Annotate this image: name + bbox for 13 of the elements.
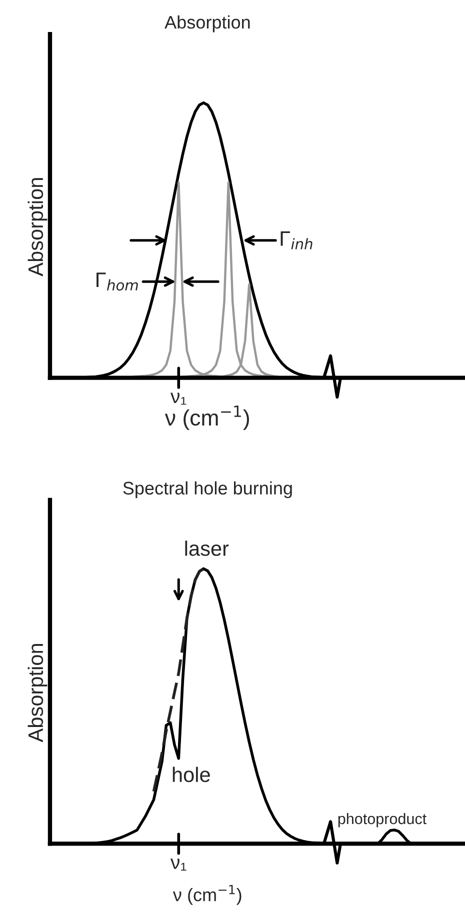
text: ν₁ xyxy=(170,392,186,405)
chart-title: Spectral hole burning xyxy=(123,481,292,498)
annotation: photoproduct xyxy=(338,812,426,828)
x-axis-title: ν (cm$^{−1}$) xyxy=(164,406,249,430)
text: ν₁ xyxy=(170,858,186,871)
annotation: Γ$_{inh}$ xyxy=(280,231,312,250)
y-axis-title: Absorption xyxy=(28,178,48,276)
chart-title: Absorption xyxy=(164,15,250,32)
annotation: hole xyxy=(172,766,210,782)
annotation: Γ$_{hom}$ xyxy=(96,272,138,291)
y-axis-title: Absorption xyxy=(28,644,48,742)
text: laser xyxy=(185,540,229,556)
x-axis-title: ν (cm$^{−1}$) xyxy=(172,884,242,905)
